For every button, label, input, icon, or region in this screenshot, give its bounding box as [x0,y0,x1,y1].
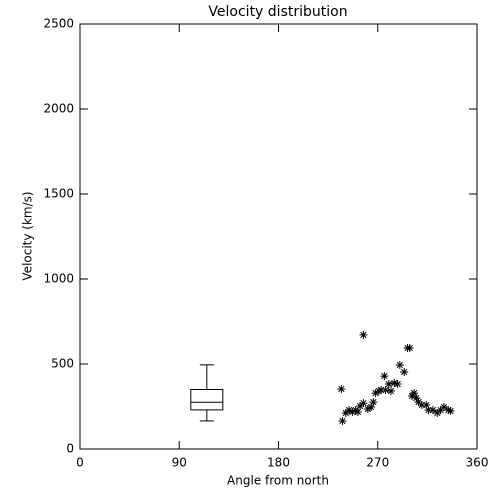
x-tick-label: 180 [267,456,290,470]
point [393,380,402,389]
point [384,380,393,389]
point [348,407,357,416]
x-axis-label: Angle from north [227,474,329,488]
point [381,386,390,395]
y-tick-label: 2000 [43,102,74,116]
point [390,379,399,388]
point [436,406,445,415]
point [356,401,365,410]
point [374,387,383,396]
y-tick-label: 2500 [43,17,74,31]
point [359,399,368,408]
point [341,408,350,417]
point [338,416,347,425]
point [422,400,431,409]
y-tick-label: 1000 [43,272,74,286]
point [377,386,386,395]
point [414,398,423,407]
point [353,407,362,416]
point [395,361,404,370]
point [337,384,346,393]
point [363,405,372,414]
point [444,406,453,415]
y-tick-label: 1500 [43,187,74,201]
point [424,406,433,415]
point [412,394,421,402]
plot-frame [79,23,478,450]
point [405,344,414,353]
point [345,406,354,415]
x-tick-label: 90 [172,456,187,470]
point [359,330,368,339]
point [369,398,378,407]
point [439,403,448,412]
point [446,406,455,415]
point [380,372,389,381]
point [400,367,409,376]
point [417,400,426,409]
chart-title: Velocity distribution [208,4,347,20]
x-tick-label: 0 [76,456,84,470]
point [433,408,442,417]
point [428,406,437,415]
point [410,389,419,398]
point [367,403,376,412]
x-tick-label: 270 [366,456,389,470]
y-tick-label: 0 [66,442,74,456]
box [190,389,224,411]
x-tick-label: 360 [466,456,489,470]
point [386,387,395,396]
y-tick-label: 500 [51,357,74,371]
point [371,389,380,398]
y-axis-label: Velocity (km/s) [21,191,35,280]
